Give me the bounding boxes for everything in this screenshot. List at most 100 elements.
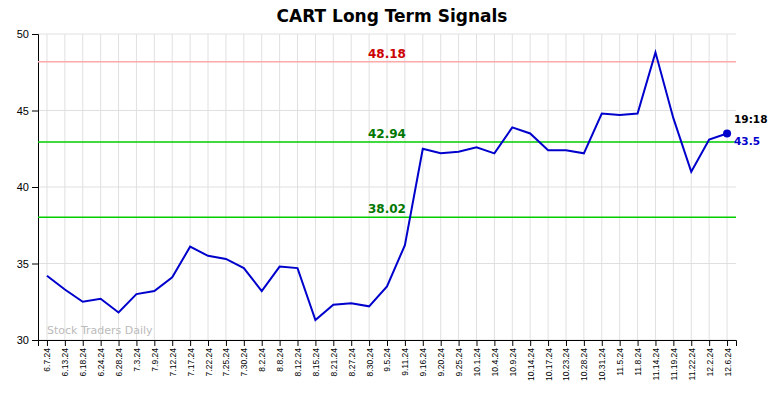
grid-line <box>82 34 83 340</box>
grid-line <box>422 34 423 340</box>
tick: 11.8.24 <box>633 340 643 376</box>
tick: 9.5.24 <box>382 340 392 372</box>
tick: 9.11.24 <box>400 340 410 376</box>
tick: 6.24.24 <box>96 340 106 376</box>
last-time-label: 19:18 <box>734 113 767 125</box>
tick-label: 7.9.24 <box>150 348 160 372</box>
tick-label: 11.19.24 <box>669 348 679 381</box>
tick-mark <box>101 340 102 346</box>
tick-mark <box>32 111 38 112</box>
tick: 12.2.24 <box>705 340 715 376</box>
tick-mark <box>315 340 316 346</box>
grid-line <box>727 34 728 340</box>
tick: 10.1.24 <box>472 340 482 376</box>
tick-label: 8.30.24 <box>365 348 375 377</box>
tick-mark <box>673 340 674 346</box>
x-axis: 6.7.246.13.246.18.246.24.246.28.247.3.24… <box>39 340 737 381</box>
tick: 10.9.24 <box>508 340 518 376</box>
tick-mark <box>369 340 370 346</box>
tick-label: 10.4.24 <box>490 348 500 377</box>
tick-label: 6.7.24 <box>42 348 52 372</box>
tick-mark <box>32 264 38 265</box>
tick: 6.18.24 <box>78 340 88 376</box>
tick-mark <box>83 340 84 346</box>
tick-label: 7.3.24 <box>132 348 142 372</box>
grid-line <box>709 34 710 340</box>
tick-mark <box>548 340 549 346</box>
last-point <box>723 129 731 137</box>
tick-mark <box>620 340 621 346</box>
tick-mark <box>119 340 120 346</box>
tick: 8.27.24 <box>347 340 357 376</box>
grid-line <box>583 34 584 340</box>
tick-label: 12.6.24 <box>723 348 733 377</box>
grid-line <box>333 34 334 340</box>
tick-label: 11.8.24 <box>633 348 643 376</box>
tick: 11.14.24 <box>651 340 661 380</box>
grid-line <box>243 34 244 340</box>
tick: 10.17.24 <box>544 340 554 381</box>
grid-line <box>279 34 280 340</box>
grid-line <box>637 34 638 340</box>
tick-label: 10.31.24 <box>597 348 607 381</box>
reference-label: 48.18 <box>368 47 406 61</box>
tick: 9.20.24 <box>436 340 446 376</box>
axis-line <box>32 35 39 341</box>
tick: 6.13.24 <box>60 340 70 376</box>
grid-line <box>225 34 226 340</box>
tick-mark <box>459 340 460 346</box>
tick-mark <box>423 340 424 346</box>
grid-line <box>64 34 65 340</box>
tick: 11.19.24 <box>669 340 679 380</box>
tick-label: 9.20.24 <box>436 348 446 377</box>
tick-mark <box>32 340 38 341</box>
tick: 11.5.24 <box>615 340 625 376</box>
tick-label: 7.25.24 <box>221 348 231 377</box>
grid-line <box>118 34 119 340</box>
grid <box>38 34 736 340</box>
tick: 7.3.24 <box>132 340 142 372</box>
tick-mark <box>226 340 227 346</box>
tick: 10.23.24 <box>561 340 571 381</box>
marks <box>38 52 736 320</box>
price-line <box>47 52 727 320</box>
tick-mark <box>47 340 48 346</box>
grid-line <box>387 34 388 340</box>
tick-label: 9.25.24 <box>454 348 464 377</box>
tick-label: 8.27.24 <box>347 348 357 377</box>
tick-label: 9.11.24 <box>400 348 410 376</box>
tick-label: 8.12.24 <box>293 348 303 377</box>
tick-label: 6.24.24 <box>96 348 106 377</box>
reference-label: 38.02 <box>368 202 406 216</box>
tick-mark <box>298 340 299 346</box>
grid-line <box>100 34 101 340</box>
tick: 7.30.24 <box>239 340 249 376</box>
grid-line <box>440 34 441 340</box>
tick-mark <box>638 340 639 346</box>
tick-mark <box>333 340 334 346</box>
tick-label: 9.5.24 <box>382 348 392 372</box>
tick-label: 7.12.24 <box>168 348 178 377</box>
tick: 6.7.24 <box>42 340 52 372</box>
watermark: Stock Traders Daily <box>47 324 153 337</box>
last-value-label: 43.5 <box>734 135 760 147</box>
grid-line <box>512 34 513 340</box>
title: CART Long Term Signals <box>277 6 508 26</box>
tick: 7.17.24 <box>186 340 196 376</box>
grid-line <box>655 34 656 340</box>
tick: 8.2.24 <box>257 340 267 372</box>
tick: 10.14.24 <box>526 340 536 381</box>
grid-line <box>601 34 602 340</box>
tick: 7.22.24 <box>204 340 214 376</box>
tick: 50 <box>17 28 38 40</box>
tick: 10.28.24 <box>579 340 589 381</box>
tick-mark <box>136 340 137 346</box>
grid-line <box>458 34 459 340</box>
tick: 11.22.24 <box>687 340 697 380</box>
tick-label: 10.23.24 <box>561 348 571 381</box>
tick-label: 9.16.24 <box>418 348 428 377</box>
tick: 35 <box>17 258 38 270</box>
tick-label: 50 <box>17 28 29 40</box>
grid-line <box>46 34 47 340</box>
tick: 7.9.24 <box>150 340 160 372</box>
